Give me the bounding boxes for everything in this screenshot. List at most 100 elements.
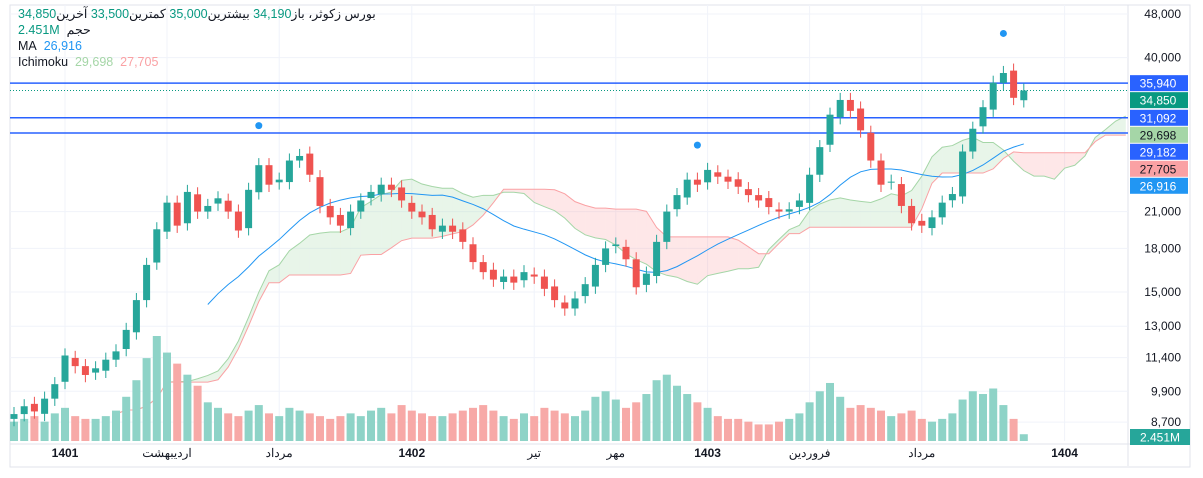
volume-bar bbox=[540, 407, 549, 441]
legend-open: 34,190 bbox=[253, 7, 292, 21]
ichimoku-cloud-segment bbox=[789, 225, 800, 234]
ichimoku-cloud-segment bbox=[768, 239, 779, 254]
candle-body bbox=[999, 72, 1007, 83]
volume-bar bbox=[50, 413, 59, 441]
candle-body bbox=[377, 184, 385, 195]
candle bbox=[908, 198, 916, 231]
y-tick-label: 48,000 bbox=[1144, 7, 1181, 21]
volume-bar bbox=[979, 394, 987, 441]
candle bbox=[887, 174, 895, 190]
candle-body bbox=[398, 187, 406, 201]
candle bbox=[30, 396, 38, 419]
candle bbox=[61, 348, 69, 390]
candle-body bbox=[20, 406, 28, 415]
volume-bar bbox=[744, 421, 753, 441]
price-line-label-bg bbox=[1130, 143, 1188, 160]
legend-open-label: باز bbox=[291, 7, 305, 21]
ichimoku-cloud-segment bbox=[850, 200, 861, 228]
volume-bar bbox=[754, 424, 763, 441]
ichimoku-cloud-segment bbox=[738, 240, 749, 269]
candle-body bbox=[316, 177, 324, 206]
ichimoku-cloud-segment bbox=[707, 236, 718, 276]
ichimoku-cloud-segment bbox=[442, 188, 453, 237]
candle bbox=[41, 391, 49, 422]
candle-body bbox=[132, 300, 140, 333]
volume-bar bbox=[438, 416, 447, 441]
candle-body bbox=[704, 169, 712, 183]
candle-body bbox=[714, 172, 722, 177]
volume-bar bbox=[662, 374, 671, 441]
candle-body bbox=[265, 165, 273, 185]
candle-body bbox=[918, 220, 926, 226]
volume-bar bbox=[295, 410, 304, 441]
candle-body bbox=[214, 198, 222, 204]
ichimoku-cloud-segment bbox=[993, 142, 1004, 169]
candle bbox=[449, 218, 457, 240]
volume-bar bbox=[71, 416, 80, 441]
ichimoku-cloud-segment bbox=[1013, 151, 1024, 171]
candle bbox=[112, 344, 120, 367]
candle bbox=[1010, 63, 1018, 106]
price-line-label: 34,850 bbox=[1140, 94, 1177, 108]
volume-bar bbox=[693, 402, 702, 441]
ichimoku-cloud-segment bbox=[258, 270, 269, 302]
candle-body bbox=[510, 276, 518, 283]
volume-bar bbox=[795, 413, 804, 441]
candle-body bbox=[530, 274, 538, 277]
volume-bar bbox=[520, 413, 528, 441]
moving-average-line bbox=[207, 143, 1024, 305]
volume-bar bbox=[173, 363, 182, 441]
candle-body bbox=[775, 209, 783, 212]
legend-close-label: آخرین bbox=[56, 7, 88, 21]
legend-high: 35,000 bbox=[169, 7, 208, 21]
candle bbox=[10, 407, 18, 427]
candle bbox=[265, 158, 273, 192]
ichimoku-cloud-segment bbox=[881, 193, 892, 228]
legend-high-label: بیشترین bbox=[207, 7, 250, 21]
ichimoku-span-b bbox=[115, 134, 1126, 415]
volume-bar bbox=[234, 416, 243, 441]
ichimoku-cloud-segment bbox=[320, 231, 331, 275]
candle-body bbox=[785, 209, 793, 212]
candle-body bbox=[520, 272, 528, 281]
candle-body bbox=[438, 225, 446, 232]
candle bbox=[918, 213, 926, 233]
ichimoku-cloud-segment bbox=[248, 292, 259, 326]
y-tick-label: 40,000 bbox=[1144, 51, 1181, 65]
legend-ichimoku-b: 27,705 bbox=[120, 55, 159, 69]
volume-bar bbox=[877, 410, 885, 441]
candle bbox=[714, 165, 722, 184]
volume-bar bbox=[499, 416, 508, 441]
candle-body bbox=[51, 384, 59, 399]
candle-body bbox=[245, 189, 253, 229]
candle-body bbox=[163, 202, 171, 232]
candle-body bbox=[561, 302, 569, 309]
candle bbox=[632, 252, 640, 295]
candle-body bbox=[591, 264, 599, 287]
candle bbox=[398, 180, 406, 208]
candle-body bbox=[306, 153, 314, 175]
candle-body bbox=[612, 244, 620, 247]
x-tick-label: 1403 bbox=[694, 446, 721, 460]
candle bbox=[734, 172, 742, 195]
volume-bar bbox=[224, 413, 233, 441]
candle-body bbox=[908, 205, 916, 224]
ichimoku-cloud-segment bbox=[779, 229, 790, 244]
volume-bar bbox=[856, 405, 865, 441]
volume-bar bbox=[734, 418, 743, 441]
ichimoku-cloud-segment bbox=[1044, 152, 1055, 180]
ichimoku-cloud-segment bbox=[207, 370, 218, 383]
candle bbox=[806, 167, 814, 211]
volume-bar bbox=[958, 399, 967, 441]
ichimoku-cloud-segment bbox=[554, 189, 565, 219]
candle-body bbox=[489, 269, 497, 280]
ichimoku-cloud-segment bbox=[830, 197, 841, 228]
volume-bar bbox=[560, 413, 569, 441]
legend-ichimoku-label: Ichimoku bbox=[18, 55, 69, 69]
candle-body bbox=[1020, 90, 1028, 101]
candle bbox=[989, 75, 997, 117]
volume-badge-label: 2.451M bbox=[1140, 431, 1180, 445]
ichimoku-cloud-segment bbox=[595, 208, 606, 240]
candle bbox=[622, 239, 630, 267]
